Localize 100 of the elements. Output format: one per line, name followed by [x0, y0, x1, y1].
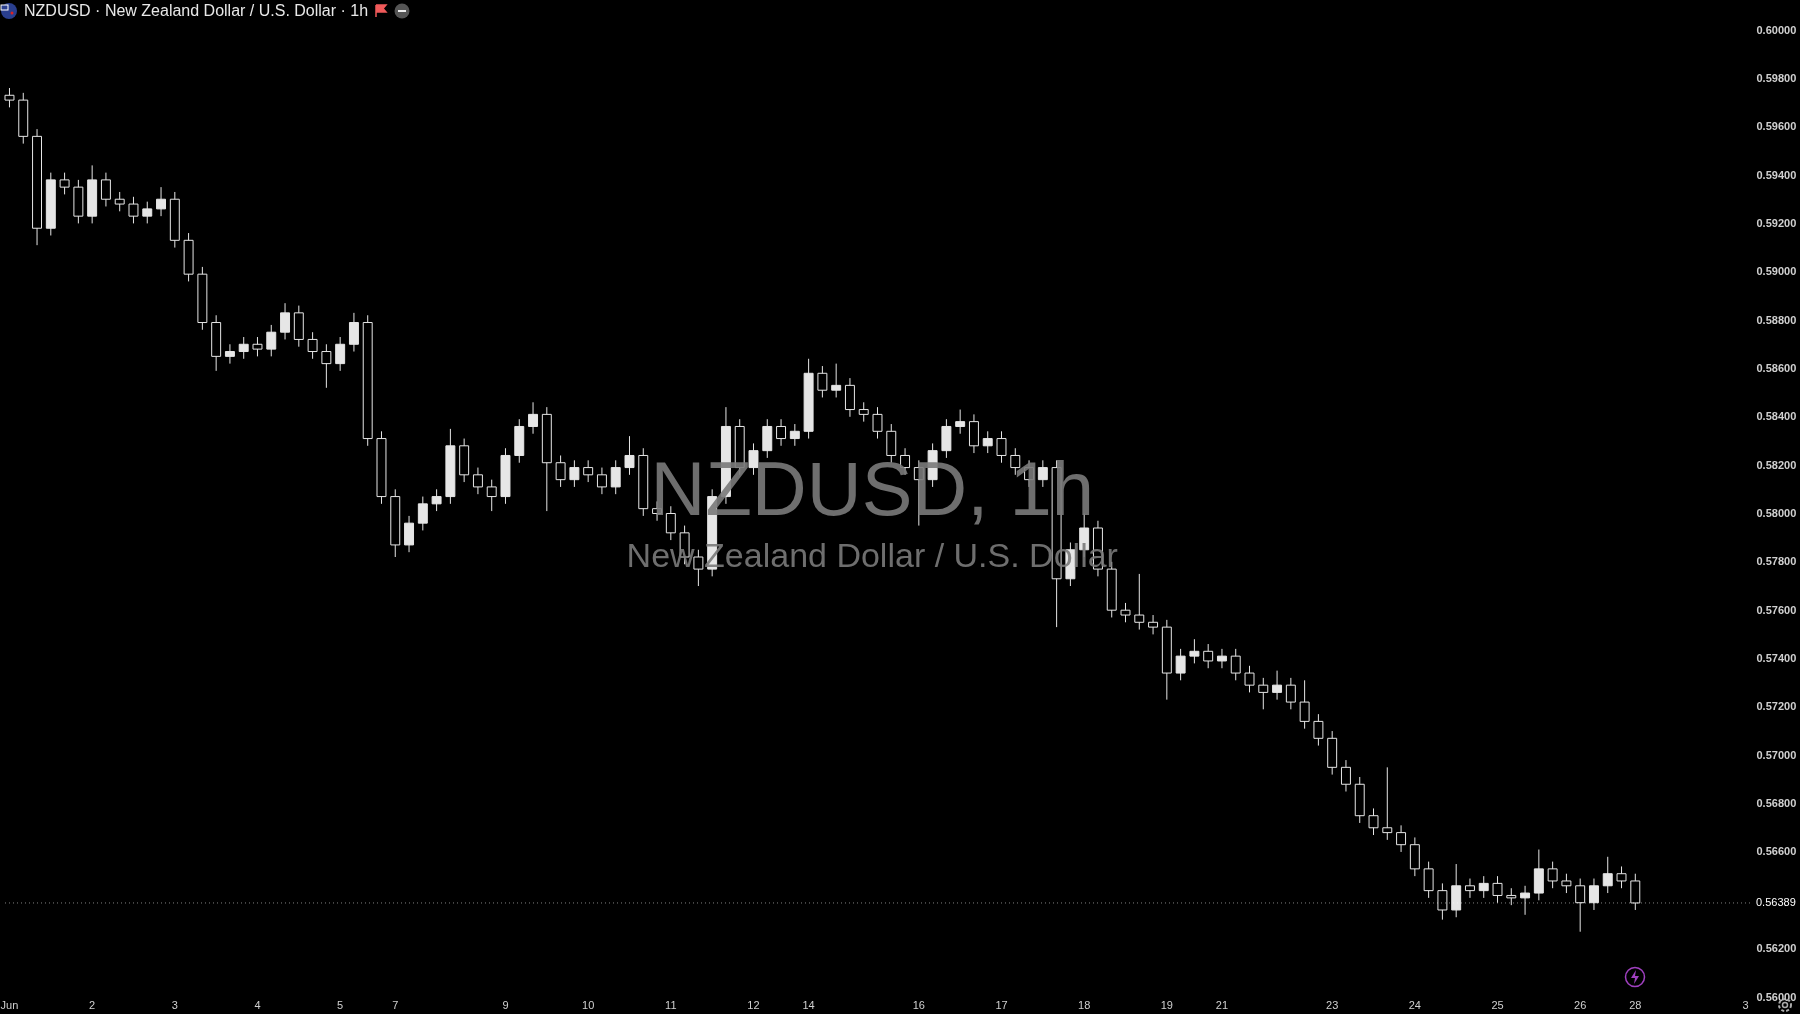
candlestick	[1230, 648, 1241, 681]
candlestick	[1464, 878, 1475, 899]
candlestick	[472, 467, 483, 495]
candlestick	[486, 479, 497, 512]
candlestick	[1630, 873, 1641, 911]
candlestick	[1602, 856, 1613, 894]
x-tick-label: 19	[1160, 998, 1173, 1011]
y-tick-label: 0.57000	[1756, 748, 1797, 761]
candlestick	[1575, 878, 1586, 933]
y-tick-label: 0.58000	[1756, 507, 1797, 519]
x-tick-label: 9	[502, 998, 509, 1011]
x-tick-label: 28	[1629, 998, 1642, 1011]
candlestick	[583, 459, 594, 483]
candlestick	[1547, 861, 1558, 889]
candlestick	[1244, 665, 1255, 693]
candlestick	[1120, 602, 1131, 623]
y-tick-label: 0.59800	[1756, 71, 1797, 84]
y-tick-label: 0.56800	[1756, 797, 1797, 810]
x-tick-label: 5	[337, 998, 344, 1011]
x-tick-label: 25	[1491, 998, 1504, 1011]
candlestick	[142, 201, 153, 224]
x-tick-label: 3	[1742, 998, 1749, 1011]
chart-title: NZDUSD · New Zealand Dollar / U.S. Dollar · 1h	[24, 2, 369, 20]
candlestick	[4, 87, 15, 108]
candlestick	[156, 186, 167, 217]
x-tick-label: 3	[171, 998, 178, 1011]
candlestick	[1175, 648, 1186, 681]
candlestick	[404, 515, 415, 553]
candlestick	[872, 406, 883, 440]
y-tick-label: 0.59000	[1756, 265, 1797, 278]
candlestick	[348, 312, 359, 353]
y-tick-label: 0.56000	[1756, 990, 1797, 1003]
candlestick	[1285, 677, 1296, 710]
y-tick-label: 0.57600	[1756, 603, 1797, 616]
candlestick	[431, 488, 442, 512]
y-tick-label: 0.58600	[1756, 361, 1797, 374]
x-tick-label: 23	[1326, 998, 1339, 1011]
y-tick-label: 0.60000	[1756, 23, 1797, 36]
candlestick	[831, 363, 842, 398]
x-tick-label: 14	[802, 998, 815, 1011]
candlestick	[1134, 573, 1145, 631]
candlestick	[858, 401, 869, 423]
candlestick	[624, 435, 635, 476]
x-tick-label: 18	[1078, 998, 1091, 1011]
candlestick	[528, 401, 539, 435]
x-tick-label: 7	[392, 998, 399, 1011]
y-tick-label: 0.57400	[1756, 652, 1797, 665]
candlestick	[417, 496, 428, 531]
candlestick	[610, 459, 621, 495]
candlestick	[1520, 885, 1531, 916]
candlestick	[59, 172, 70, 195]
y-tick-label: 0.58800	[1756, 313, 1797, 326]
x-tick-label: 16	[912, 998, 925, 1011]
candlestick	[1588, 878, 1599, 911]
candlestick	[321, 343, 332, 389]
candlestick	[335, 336, 346, 372]
candlestick	[1272, 670, 1283, 701]
x-tick-label: 4	[254, 998, 261, 1011]
y-tick-label: 0.56600	[1756, 845, 1797, 858]
candlestick	[555, 454, 566, 488]
x-tick-label: 12	[747, 998, 760, 1011]
y-tick-label: 0.57800	[1756, 555, 1797, 568]
x-tick-label: 21	[1215, 998, 1229, 1011]
candlestick	[1148, 614, 1159, 635]
y-tick-label: 0.57200	[1756, 700, 1797, 713]
candlestick	[1368, 807, 1379, 836]
candlestick	[1423, 861, 1434, 899]
candlestick	[100, 172, 111, 207]
candlestick	[1561, 873, 1572, 894]
candlestick	[1313, 713, 1324, 747]
candlestick	[1616, 865, 1627, 889]
candlestick	[307, 331, 318, 360]
y-tick-label: 0.58400	[1756, 410, 1797, 423]
candlestick	[789, 423, 800, 447]
candlestick	[776, 418, 787, 447]
candlestick	[1396, 824, 1407, 853]
x-tick-label: 11	[665, 998, 677, 1011]
candlestick	[1340, 759, 1351, 793]
candlestick	[1382, 766, 1393, 841]
candlestick	[1189, 638, 1200, 664]
candlestick	[266, 324, 277, 357]
candlestick	[238, 336, 249, 360]
candlestick	[1299, 679, 1310, 730]
candlestick	[1478, 875, 1489, 899]
candlestick	[1437, 882, 1448, 921]
ref-line-label: 0.56389	[1756, 895, 1796, 908]
candlestick	[280, 302, 291, 340]
candlestick	[817, 365, 828, 398]
candlestick	[1216, 648, 1227, 669]
candlestick	[252, 336, 263, 357]
candlestick	[1258, 677, 1269, 710]
candlestick	[114, 191, 125, 212]
candlestick	[1203, 643, 1214, 669]
x-tick-label: 26	[1574, 998, 1587, 1011]
candlestick	[596, 467, 607, 495]
y-tick-label: 0.56200	[1756, 942, 1797, 955]
x-tick-label: 17	[995, 998, 1008, 1011]
x-tick-label: 2	[89, 998, 96, 1011]
candlestick	[128, 196, 139, 224]
candlestick	[569, 459, 580, 488]
